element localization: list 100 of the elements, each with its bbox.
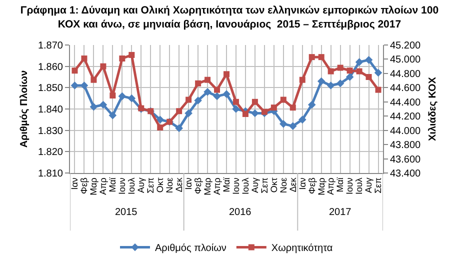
x-tick-label: Νοε	[164, 178, 175, 194]
point	[81, 56, 88, 62]
x-tick-label: Ιουν	[230, 177, 241, 195]
y-axis-title: Αριθμός Πλοίων	[18, 70, 30, 148]
x-tick-label: Φεβ	[192, 178, 203, 194]
text: 2016	[229, 207, 252, 218]
y-tick-label: 1.840	[38, 104, 64, 116]
y2-tick-label: 44.200	[390, 112, 422, 123]
point	[346, 68, 353, 74]
x-tick-label: Σεπ	[259, 178, 270, 194]
x-tick-label: Ιαν	[70, 177, 80, 190]
x-tick-label: Δεκ	[174, 177, 184, 192]
y2-tick-label: 45.000	[390, 54, 422, 66]
x-tick-label: Μαρ	[88, 178, 99, 196]
x-tick-label: Ιουλ	[126, 177, 137, 195]
x-tick-label: Αυγ	[364, 177, 374, 194]
text: 2015	[115, 207, 138, 218]
x-tick-label: Ιουν	[344, 177, 355, 195]
point	[252, 98, 258, 105]
x-tick-label: Απρ	[326, 178, 336, 195]
point	[280, 96, 286, 103]
y2-tick-label: 43.800	[390, 140, 422, 152]
point	[317, 77, 326, 86]
y2-tick-label: 43.600	[390, 154, 422, 166]
point	[100, 63, 106, 70]
point	[261, 108, 268, 115]
point	[176, 108, 182, 114]
x-tick-label: Μαρ	[316, 178, 326, 196]
point	[288, 122, 297, 130]
y2-tick-label: 44.000	[390, 126, 422, 137]
x-tick-label: Απρ	[212, 178, 222, 195]
x-tick-label: Σεπ	[373, 178, 384, 194]
x-tick-label: Ιαν	[183, 177, 194, 190]
point	[328, 68, 334, 74]
x-tick-label: Φεβ	[306, 178, 317, 194]
x-tick-label: Νοε	[278, 178, 288, 194]
point	[290, 104, 296, 111]
point	[270, 104, 277, 111]
x-tick-label: Ιουλ	[354, 177, 364, 195]
y2-tick-label: 43.400	[390, 168, 422, 180]
y-tick-label: 1.810	[38, 168, 64, 180]
point	[242, 110, 248, 117]
x-tick-label: Μαϊ	[108, 176, 118, 192]
point	[194, 96, 202, 104]
point	[195, 80, 202, 86]
point	[108, 112, 117, 120]
x-tick-label: Αυγ	[136, 177, 146, 194]
point	[214, 86, 220, 93]
point	[298, 116, 306, 124]
point	[374, 68, 382, 77]
point	[366, 74, 372, 80]
y2-tick-label: 45.200	[390, 40, 422, 52]
point	[308, 100, 316, 109]
point	[110, 92, 116, 98]
point	[318, 54, 324, 60]
point	[204, 88, 212, 96]
x-tick-label: Ιουν	[117, 177, 128, 195]
point	[356, 68, 362, 74]
point	[355, 58, 364, 66]
point	[99, 100, 108, 109]
y-tick-label: 1.870	[38, 40, 64, 52]
point	[232, 105, 240, 113]
x-tick-label: Οκτ	[268, 177, 279, 193]
x-tick-label: Μαϊ	[221, 176, 232, 192]
point	[72, 68, 78, 74]
legend-label: Χωρητικότητα	[271, 243, 333, 254]
point	[157, 124, 164, 130]
point	[119, 56, 126, 62]
y2-axis-title: Χιλιάδες ΚΟΧ	[428, 76, 439, 141]
y-tick-label: 1.850	[38, 83, 64, 94]
point	[280, 120, 288, 128]
point	[232, 98, 239, 105]
x-tick-label: Φεβ	[79, 178, 90, 194]
point	[364, 56, 373, 64]
x-tick-label: Αυγ	[250, 177, 260, 194]
point	[128, 94, 136, 102]
point	[156, 116, 164, 124]
point	[90, 76, 97, 83]
point	[222, 90, 230, 98]
point	[337, 64, 344, 71]
point	[326, 82, 335, 90]
y-tick-label: 1.830	[38, 126, 64, 137]
point	[308, 54, 315, 60]
point	[299, 76, 306, 83]
point	[224, 71, 230, 78]
point	[186, 96, 192, 103]
point	[375, 86, 382, 93]
y2-tick-label: 44.600	[390, 83, 422, 94]
legend-label: Αριθμός πλοίων	[155, 243, 226, 254]
y2-tick-label: 44.400	[390, 97, 422, 108]
y-tick-label: 1.820	[38, 147, 64, 158]
point	[184, 109, 192, 118]
point	[213, 92, 221, 100]
point	[118, 92, 126, 100]
point	[175, 124, 183, 132]
x-tick-label: Οκτ	[155, 177, 166, 193]
point	[204, 76, 211, 83]
point	[336, 80, 344, 88]
point	[346, 73, 354, 81]
point	[90, 102, 98, 111]
